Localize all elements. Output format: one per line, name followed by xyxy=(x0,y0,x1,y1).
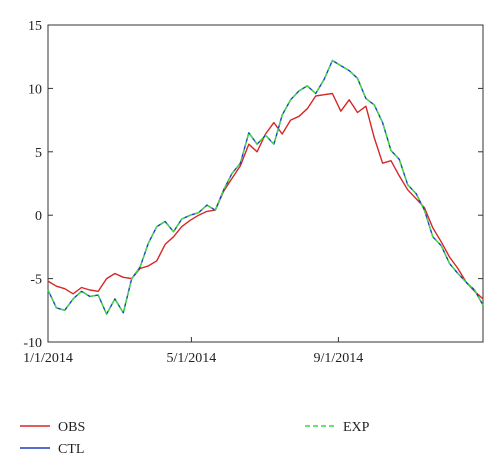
legend: OBS CTL EXP xyxy=(20,420,370,457)
series-line-exp xyxy=(47,59,484,315)
y-tick-label: 15 xyxy=(28,19,42,34)
series-layer xyxy=(47,59,484,315)
x-tick-label: 5/1/2014 xyxy=(167,351,217,366)
series-line-ctl xyxy=(47,59,484,315)
x-tick-label: 1/1/2014 xyxy=(23,351,73,366)
y-tick-label: -5 xyxy=(30,273,42,288)
y-axis: 15 10 5 0 -5 -10 xyxy=(23,19,483,351)
x-axis: 1/1/2014 5/1/2014 9/1/2014 xyxy=(23,337,363,366)
plot-border xyxy=(47,24,484,343)
legend-label-exp: EXP xyxy=(343,420,370,435)
y-tick-label: 0 xyxy=(35,209,42,224)
x-tick-label: 9/1/2014 xyxy=(314,351,364,366)
plot-frame xyxy=(47,24,484,343)
y-tick-label: 5 xyxy=(35,146,42,161)
legend-label-obs: OBS xyxy=(58,420,85,435)
y-tick-label: 10 xyxy=(28,82,42,97)
legend-label-ctl: CTL xyxy=(58,442,84,457)
y-tick-label: -10 xyxy=(23,336,42,351)
series-line-obs xyxy=(47,92,484,300)
